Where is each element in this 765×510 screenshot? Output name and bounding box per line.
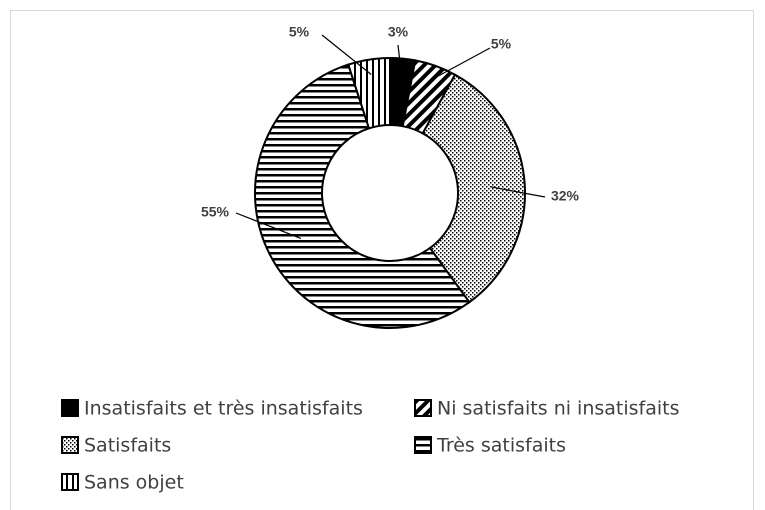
leader-line [397,44,402,74]
legend-label: Satisfaits [84,435,171,457]
legend-swatch [61,399,79,417]
donut-segment [347,56,391,130]
data-label: 3% [388,24,409,40]
leader-line [489,186,546,198]
leader-line [235,212,302,239]
data-label: 32% [551,188,580,204]
leader-line [321,34,372,75]
donut-segment [421,73,526,304]
data-label: 5% [289,24,310,40]
legend-swatch [61,436,79,454]
chart-frame [10,10,754,510]
legend-swatch [414,399,432,417]
legend-swatch [61,473,79,491]
legend-label: Insatisfaits et très insatisfaits [84,398,363,420]
donut-segment [254,63,471,329]
legend-label: Très satisfaits [436,435,566,457]
legend-swatch [414,436,432,454]
data-label: 5% [491,36,512,52]
legend-label: Ni satisfaits ni insatisfaits [437,398,680,420]
legend-label: Sans objet [84,472,184,494]
data-label: 55% [201,204,230,220]
leader-line [430,47,491,81]
